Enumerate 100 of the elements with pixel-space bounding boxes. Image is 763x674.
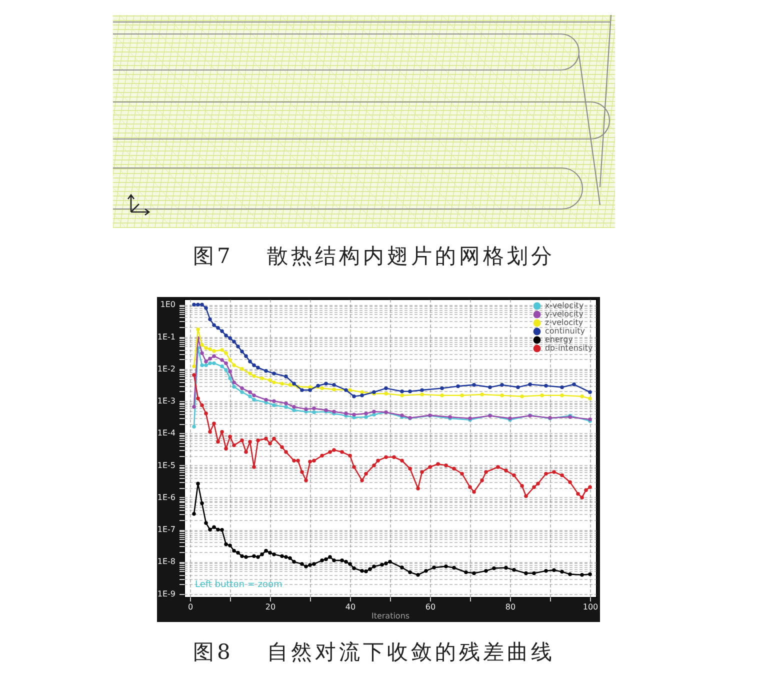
point [408, 390, 412, 394]
point [272, 403, 276, 408]
point [456, 384, 460, 388]
point [212, 354, 216, 358]
point [580, 394, 584, 398]
point [224, 351, 228, 356]
point [208, 317, 212, 322]
point [284, 374, 288, 378]
point [248, 372, 252, 376]
point [220, 329, 224, 334]
point [232, 340, 236, 344]
text: 图7 散热结构内翅片的网格划分 [193, 244, 556, 268]
point [360, 390, 364, 394]
point [460, 394, 464, 398]
point [588, 390, 592, 394]
point [400, 390, 404, 394]
point [572, 382, 576, 386]
legend-label: energy [545, 335, 574, 344]
y-tick-label: 1E-6 [157, 492, 176, 502]
point [208, 356, 212, 360]
point [308, 385, 312, 390]
annotation: Left button = zoom [195, 580, 282, 590]
x-tick-label: 40 [345, 602, 356, 612]
point [284, 405, 288, 409]
point [352, 412, 356, 416]
point [304, 407, 308, 412]
point [208, 347, 212, 352]
point [232, 380, 236, 384]
point [472, 382, 476, 387]
y-tick-label: 1E-9 [157, 589, 176, 598]
point [500, 382, 504, 387]
point [228, 370, 232, 374]
text: 图8 自然对流下收敛的残差曲线 [193, 640, 556, 664]
point [224, 361, 228, 366]
legend-label: continuity [545, 326, 586, 336]
point [344, 412, 348, 416]
point [300, 388, 304, 392]
point [208, 361, 212, 366]
x-axis-title: Iterations [371, 612, 410, 620]
y-tick-label: 1E-2 [157, 364, 176, 374]
point [540, 394, 544, 398]
y-tick-label: 1E0 [160, 300, 176, 310]
point [192, 302, 196, 307]
point [272, 372, 276, 376]
x-tick-label: 20 [265, 602, 276, 612]
point [224, 368, 228, 372]
y-tick-label: 1E-1 [157, 332, 176, 342]
point [248, 394, 252, 398]
point [248, 360, 252, 364]
point [312, 410, 316, 414]
point [344, 388, 348, 392]
point [224, 334, 228, 338]
point [324, 382, 328, 386]
legend-label: y-velocity [545, 310, 584, 318]
point [384, 386, 388, 390]
point [272, 380, 276, 384]
x-tick-label: 80 [505, 602, 516, 612]
point [200, 351, 204, 356]
point [520, 394, 524, 398]
point [284, 401, 288, 406]
legend-label: do-intensity [545, 344, 593, 352]
point [200, 343, 204, 347]
point [196, 302, 200, 307]
point [440, 394, 444, 398]
point [204, 360, 208, 364]
point [560, 394, 564, 398]
point [244, 354, 248, 358]
y-tick-label: 1E-8 [157, 557, 176, 566]
point [220, 348, 224, 352]
point [360, 394, 364, 398]
point [192, 364, 196, 368]
point [308, 388, 312, 392]
point [228, 358, 232, 362]
point [240, 350, 244, 354]
point [212, 323, 216, 328]
legend-label: z-velocity [545, 318, 584, 327]
point [192, 405, 196, 409]
point [212, 361, 216, 366]
point [316, 384, 320, 388]
point [232, 384, 236, 389]
point [488, 385, 492, 390]
point [280, 382, 284, 386]
point [248, 390, 252, 394]
point [228, 336, 232, 340]
point [440, 386, 444, 390]
point [236, 344, 240, 348]
point [216, 326, 220, 330]
point [288, 382, 292, 387]
y-tick-label: 1E-4 [157, 428, 176, 438]
point [400, 394, 404, 398]
point [200, 363, 204, 368]
point [332, 388, 336, 392]
point [544, 384, 548, 388]
point [256, 366, 260, 370]
point [220, 364, 224, 368]
legend-label: x-velocity [545, 301, 584, 310]
point [384, 392, 388, 396]
point [228, 376, 232, 380]
point [264, 369, 268, 373]
point [364, 415, 368, 419]
